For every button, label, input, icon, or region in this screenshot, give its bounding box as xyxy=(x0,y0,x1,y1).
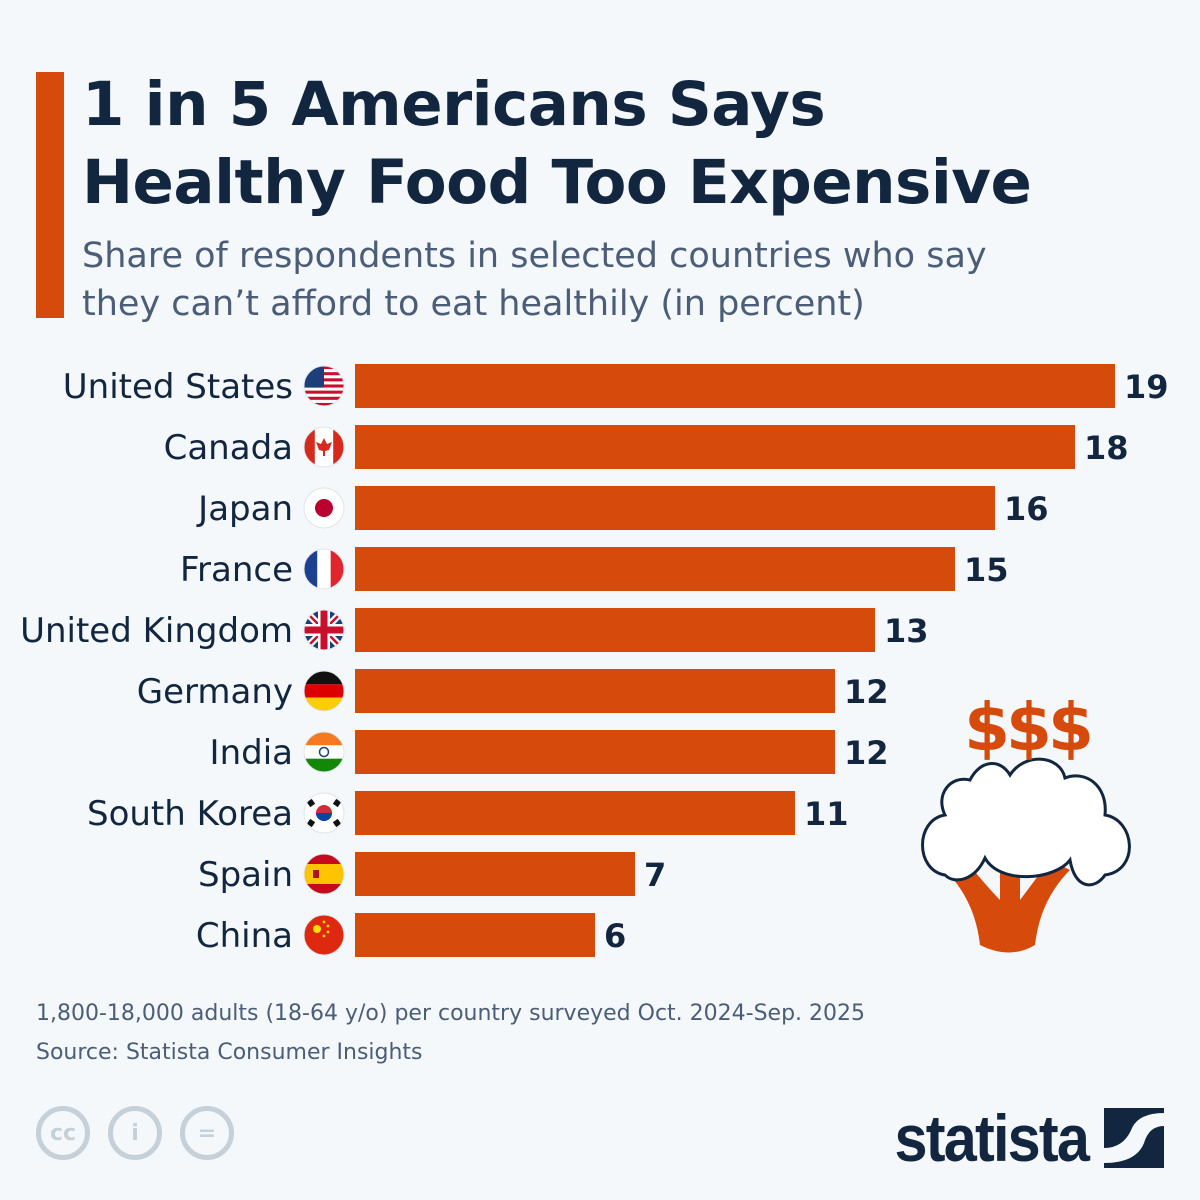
bar xyxy=(355,669,835,713)
value-label: 12 xyxy=(844,673,889,711)
bar xyxy=(355,791,795,835)
flag-fr-icon xyxy=(303,548,345,590)
value-label: 11 xyxy=(804,795,849,833)
subtitle-line-1: Share of respondents in selected countri… xyxy=(82,236,987,276)
value-label: 15 xyxy=(964,551,1009,589)
bar xyxy=(355,913,595,957)
brand-name: statista xyxy=(894,1101,1089,1175)
category-label: United States xyxy=(63,367,293,407)
bar xyxy=(355,364,1115,408)
bar-chart: United States 19 Canada 18 Japan 16 France 15 Un… xyxy=(20,364,1169,957)
value-label: 16 xyxy=(1004,490,1049,528)
statista-logo[interactable]: statista xyxy=(873,1100,1164,1176)
no-derivatives-icon[interactable]: = xyxy=(180,1106,234,1160)
bar xyxy=(355,730,835,774)
flag-ca-icon xyxy=(303,426,345,468)
flag-kr-icon xyxy=(303,792,345,834)
flag-de-icon xyxy=(303,670,345,712)
bar xyxy=(355,486,995,530)
chart-title: 1 in 5 Americans Says Healthy Food Too E… xyxy=(82,66,1182,222)
category-label: Germany xyxy=(137,672,293,712)
value-label: 19 xyxy=(1124,368,1169,406)
flag-gb-icon xyxy=(303,609,345,651)
value-label: 13 xyxy=(884,612,929,650)
statista-logo-icon xyxy=(1104,1108,1164,1168)
broccoli-icon: $$$ xyxy=(921,689,1131,953)
category-label: France xyxy=(180,550,293,590)
bar xyxy=(355,608,875,652)
attribution-icon[interactable]: i xyxy=(108,1106,162,1160)
flag-cn-icon xyxy=(303,914,345,956)
title-accent-bar xyxy=(36,72,64,318)
flag-us-icon xyxy=(303,365,345,407)
value-label: 12 xyxy=(844,734,889,772)
category-label: Canada xyxy=(164,428,293,468)
category-label: China xyxy=(196,916,293,956)
value-label: 18 xyxy=(1084,429,1129,467)
bar xyxy=(355,852,635,896)
creative-commons-icon[interactable]: cc xyxy=(36,1106,90,1160)
category-label: South Korea xyxy=(87,794,293,834)
flag-in-icon xyxy=(303,731,345,773)
bar xyxy=(355,547,955,591)
survey-note: 1,800-18,000 adults (18-64 y/o) per coun… xyxy=(36,1001,866,1026)
category-label: Japan xyxy=(196,489,293,529)
title-line-1: 1 in 5 Americans Says xyxy=(82,69,826,140)
value-label: 7 xyxy=(644,856,666,894)
chart-subtitle: Share of respondents in selected countri… xyxy=(82,232,1162,328)
value-label: 6 xyxy=(604,917,626,955)
source-note: Source: Statista Consumer Insights xyxy=(36,1040,423,1065)
category-label: India xyxy=(210,733,293,773)
flag-es-icon xyxy=(303,853,345,895)
dollar-signs: $$$ xyxy=(964,689,1090,766)
category-label: United Kingdom xyxy=(20,611,293,651)
bar xyxy=(355,425,1075,469)
subtitle-line-2: they can’t afford to eat healthily (in p… xyxy=(82,284,865,324)
title-line-2: Healthy Food Too Expensive xyxy=(82,147,1032,218)
category-label: Spain xyxy=(198,855,293,895)
flag-jp-icon xyxy=(303,487,345,529)
